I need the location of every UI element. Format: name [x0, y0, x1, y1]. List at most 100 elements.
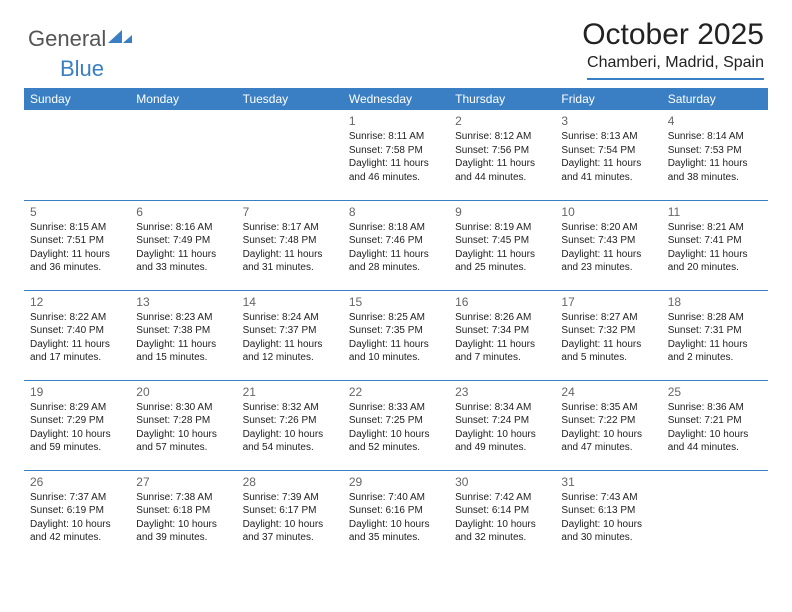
header: General October 2025 Chamberi, Madrid, S… [0, 0, 792, 88]
day-info: Sunrise: 8:35 AMSunset: 7:22 PMDaylight:… [561, 401, 655, 455]
calendar-cell: 22 Sunrise: 8:33 AMSunset: 7:25 PMDayligh… [343, 380, 449, 470]
day-number: 22 [349, 385, 443, 399]
calendar-row: 19 Sunrise: 8:29 AMSunset: 7:29 PMDayligh… [24, 380, 768, 470]
calendar-cell [237, 110, 343, 200]
day-number: 27 [136, 475, 230, 489]
calendar-cell: 21Sunrise: 8:32 AMSunset: 7:26 PMDayligh… [237, 380, 343, 470]
day-info: Sunrise: 7:40 AMSunset: 6:16 PMDaylight:… [349, 491, 443, 545]
day-number: 6 [136, 205, 230, 219]
day-info: Sunrise: 8:12 AMSunset: 7:56 PMDaylight:… [455, 130, 549, 184]
day-number: 5 [30, 205, 124, 219]
title-block: October 2025 Chamberi, Madrid, Spain [582, 18, 764, 80]
day-number: 17 [561, 295, 655, 309]
day-number: 3 [561, 114, 655, 128]
day-number: 19 [30, 385, 124, 399]
day-number: 30 [455, 475, 549, 489]
day-number: 28 [243, 475, 337, 489]
day-info: Sunrise: 8:24 AMSunset: 7:37 PMDaylight:… [243, 311, 337, 365]
calendar-cell: 27 Sunrise: 7:38 AMSunset: 6:18 PMDayligh… [130, 470, 236, 560]
day-info: Sunrise: 8:34 AMSunset: 7:24 PMDaylight:… [455, 401, 549, 455]
weekday-header: Friday [555, 88, 661, 110]
calendar-cell: 26 Sunrise: 7:37 AMSunset: 6:19 PMDayligh… [24, 470, 130, 560]
day-info: Sunrise: 8:15 AMSunset: 7:51 PMDaylight:… [30, 221, 124, 275]
weekday-header: Tuesday [237, 88, 343, 110]
calendar-cell: 31 Sunrise: 7:43 AMSunset: 6:13 PMDayligh… [555, 470, 661, 560]
day-info: Sunrise: 8:21 AMSunset: 7:41 PMDaylight:… [668, 221, 762, 275]
day-info: Sunrise: 8:22 AMSunset: 7:40 PMDaylight:… [30, 311, 124, 365]
calendar-cell: 12 Sunrise: 8:22 AMSunset: 7:40 PMDayligh… [24, 290, 130, 380]
weekday-header: Monday [130, 88, 236, 110]
day-info: Sunrise: 8:30 AMSunset: 7:28 PMDaylight:… [136, 401, 230, 455]
calendar-row: 12 Sunrise: 8:22 AMSunset: 7:40 PMDayligh… [24, 290, 768, 380]
logo-triangle-icon [108, 27, 134, 50]
day-info: Sunrise: 8:18 AMSunset: 7:46 PMDaylight:… [349, 221, 443, 275]
calendar-cell: 29 Sunrise: 7:40 AMSunset: 6:16 PMDayligh… [343, 470, 449, 560]
day-info: Sunrise: 7:37 AMSunset: 6:19 PMDaylight:… [30, 491, 124, 545]
calendar-cell: 28 Sunrise: 7:39 AMSunset: 6:17 PMDayligh… [237, 470, 343, 560]
day-number: 2 [455, 114, 549, 128]
calendar-cell: 11 Sunrise: 8:21 AMSunset: 7:41 PMDayligh… [662, 200, 768, 290]
day-info: Sunrise: 8:28 AMSunset: 7:31 PMDaylight:… [668, 311, 762, 365]
day-number: 11 [668, 205, 762, 219]
day-info: Sunrise: 7:42 AMSunset: 6:14 PMDaylight:… [455, 491, 549, 545]
day-info: Sunrise: 8:23 AMSunset: 7:38 PMDaylight:… [136, 311, 230, 365]
day-number: 23 [455, 385, 549, 399]
day-info: Sunrise: 8:36 AMSunset: 7:21 PMDaylight:… [668, 401, 762, 455]
day-number: 13 [136, 295, 230, 309]
calendar-cell: 7 Sunrise: 8:17 AMSunset: 7:48 PMDaylight… [237, 200, 343, 290]
calendar-cell: 2 Sunrise: 8:12 AMSunset: 7:56 PMDaylight… [449, 110, 555, 200]
weekday-header: Thursday [449, 88, 555, 110]
calendar-cell [662, 470, 768, 560]
calendar-row: 26 Sunrise: 7:37 AMSunset: 6:19 PMDayligh… [24, 470, 768, 560]
day-info: Sunrise: 8:13 AMSunset: 7:54 PMDaylight:… [561, 130, 655, 184]
day-number: 21 [243, 385, 337, 399]
calendar-cell: 17 Sunrise: 8:27 AMSunset: 7:32 PMDayligh… [555, 290, 661, 380]
day-number: 15 [349, 295, 443, 309]
calendar-cell: 3 Sunrise: 8:13 AMSunset: 7:54 PMDaylight… [555, 110, 661, 200]
day-number: 1 [349, 114, 443, 128]
logo-text-blue: Blue [60, 56, 104, 81]
calendar-cell [24, 110, 130, 200]
logo-text-general: General [28, 26, 106, 52]
calendar-cell: 30 Sunrise: 7:42 AMSunset: 6:14 PMDayligh… [449, 470, 555, 560]
day-number: 26 [30, 475, 124, 489]
day-number: 18 [668, 295, 762, 309]
calendar-cell: 23 Sunrise: 8:34 AMSunset: 7:24 PMDayligh… [449, 380, 555, 470]
day-info: Sunrise: 7:39 AMSunset: 6:17 PMDaylight:… [243, 491, 337, 545]
day-number: 31 [561, 475, 655, 489]
calendar-table: SundayMondayTuesdayWednesdayThursdayFrid… [24, 88, 768, 560]
calendar-cell: 1 Sunrise: 8:11 AMSunset: 7:58 PMDaylight… [343, 110, 449, 200]
day-number: 7 [243, 205, 337, 219]
day-info: Sunrise: 8:33 AMSunset: 7:25 PMDaylight:… [349, 401, 443, 455]
day-info: Sunrise: 8:17 AMSunset: 7:48 PMDaylight:… [243, 221, 337, 275]
calendar-cell: 10 Sunrise: 8:20 AMSunset: 7:43 PMDayligh… [555, 200, 661, 290]
day-number: 9 [455, 205, 549, 219]
calendar-cell: 9Sunrise: 8:19 AMSunset: 7:45 PMDaylight… [449, 200, 555, 290]
logo-sub: Blue [28, 56, 104, 82]
calendar-cell: 4 Sunrise: 8:14 AMSunset: 7:53 PMDaylight… [662, 110, 768, 200]
day-number: 4 [668, 114, 762, 128]
day-info: Sunrise: 8:11 AMSunset: 7:58 PMDaylight:… [349, 130, 443, 184]
weekday-header: Saturday [662, 88, 768, 110]
calendar-row: 5 Sunrise: 8:15 AMSunset: 7:51 PMDaylight… [24, 200, 768, 290]
calendar-cell: 6Sunrise: 8:16 AMSunset: 7:49 PMDaylight… [130, 200, 236, 290]
day-number: 12 [30, 295, 124, 309]
day-info: Sunrise: 8:14 AMSunset: 7:53 PMDaylight:… [668, 130, 762, 184]
calendar-cell: 24 Sunrise: 8:35 AMSunset: 7:22 PMDayligh… [555, 380, 661, 470]
day-number: 24 [561, 385, 655, 399]
day-info: Sunrise: 8:26 AMSunset: 7:34 PMDaylight:… [455, 311, 549, 365]
day-info: Sunrise: 8:20 AMSunset: 7:43 PMDaylight:… [561, 221, 655, 275]
calendar-cell: 13 Sunrise: 8:23 AMSunset: 7:38 PMDayligh… [130, 290, 236, 380]
day-info: Sunrise: 8:27 AMSunset: 7:32 PMDaylight:… [561, 311, 655, 365]
day-info: Sunrise: 7:38 AMSunset: 6:18 PMDaylight:… [136, 491, 230, 545]
logo: General [28, 26, 134, 52]
day-number: 14 [243, 295, 337, 309]
day-info: Sunrise: 8:29 AMSunset: 7:29 PMDaylight:… [30, 401, 124, 455]
month-title: October 2025 [582, 18, 764, 52]
day-number: 29 [349, 475, 443, 489]
day-info: Sunrise: 7:43 AMSunset: 6:13 PMDaylight:… [561, 491, 655, 545]
day-number: 10 [561, 205, 655, 219]
calendar-cell [130, 110, 236, 200]
calendar-cell: 16Sunrise: 8:26 AMSunset: 7:34 PMDayligh… [449, 290, 555, 380]
day-number: 25 [668, 385, 762, 399]
